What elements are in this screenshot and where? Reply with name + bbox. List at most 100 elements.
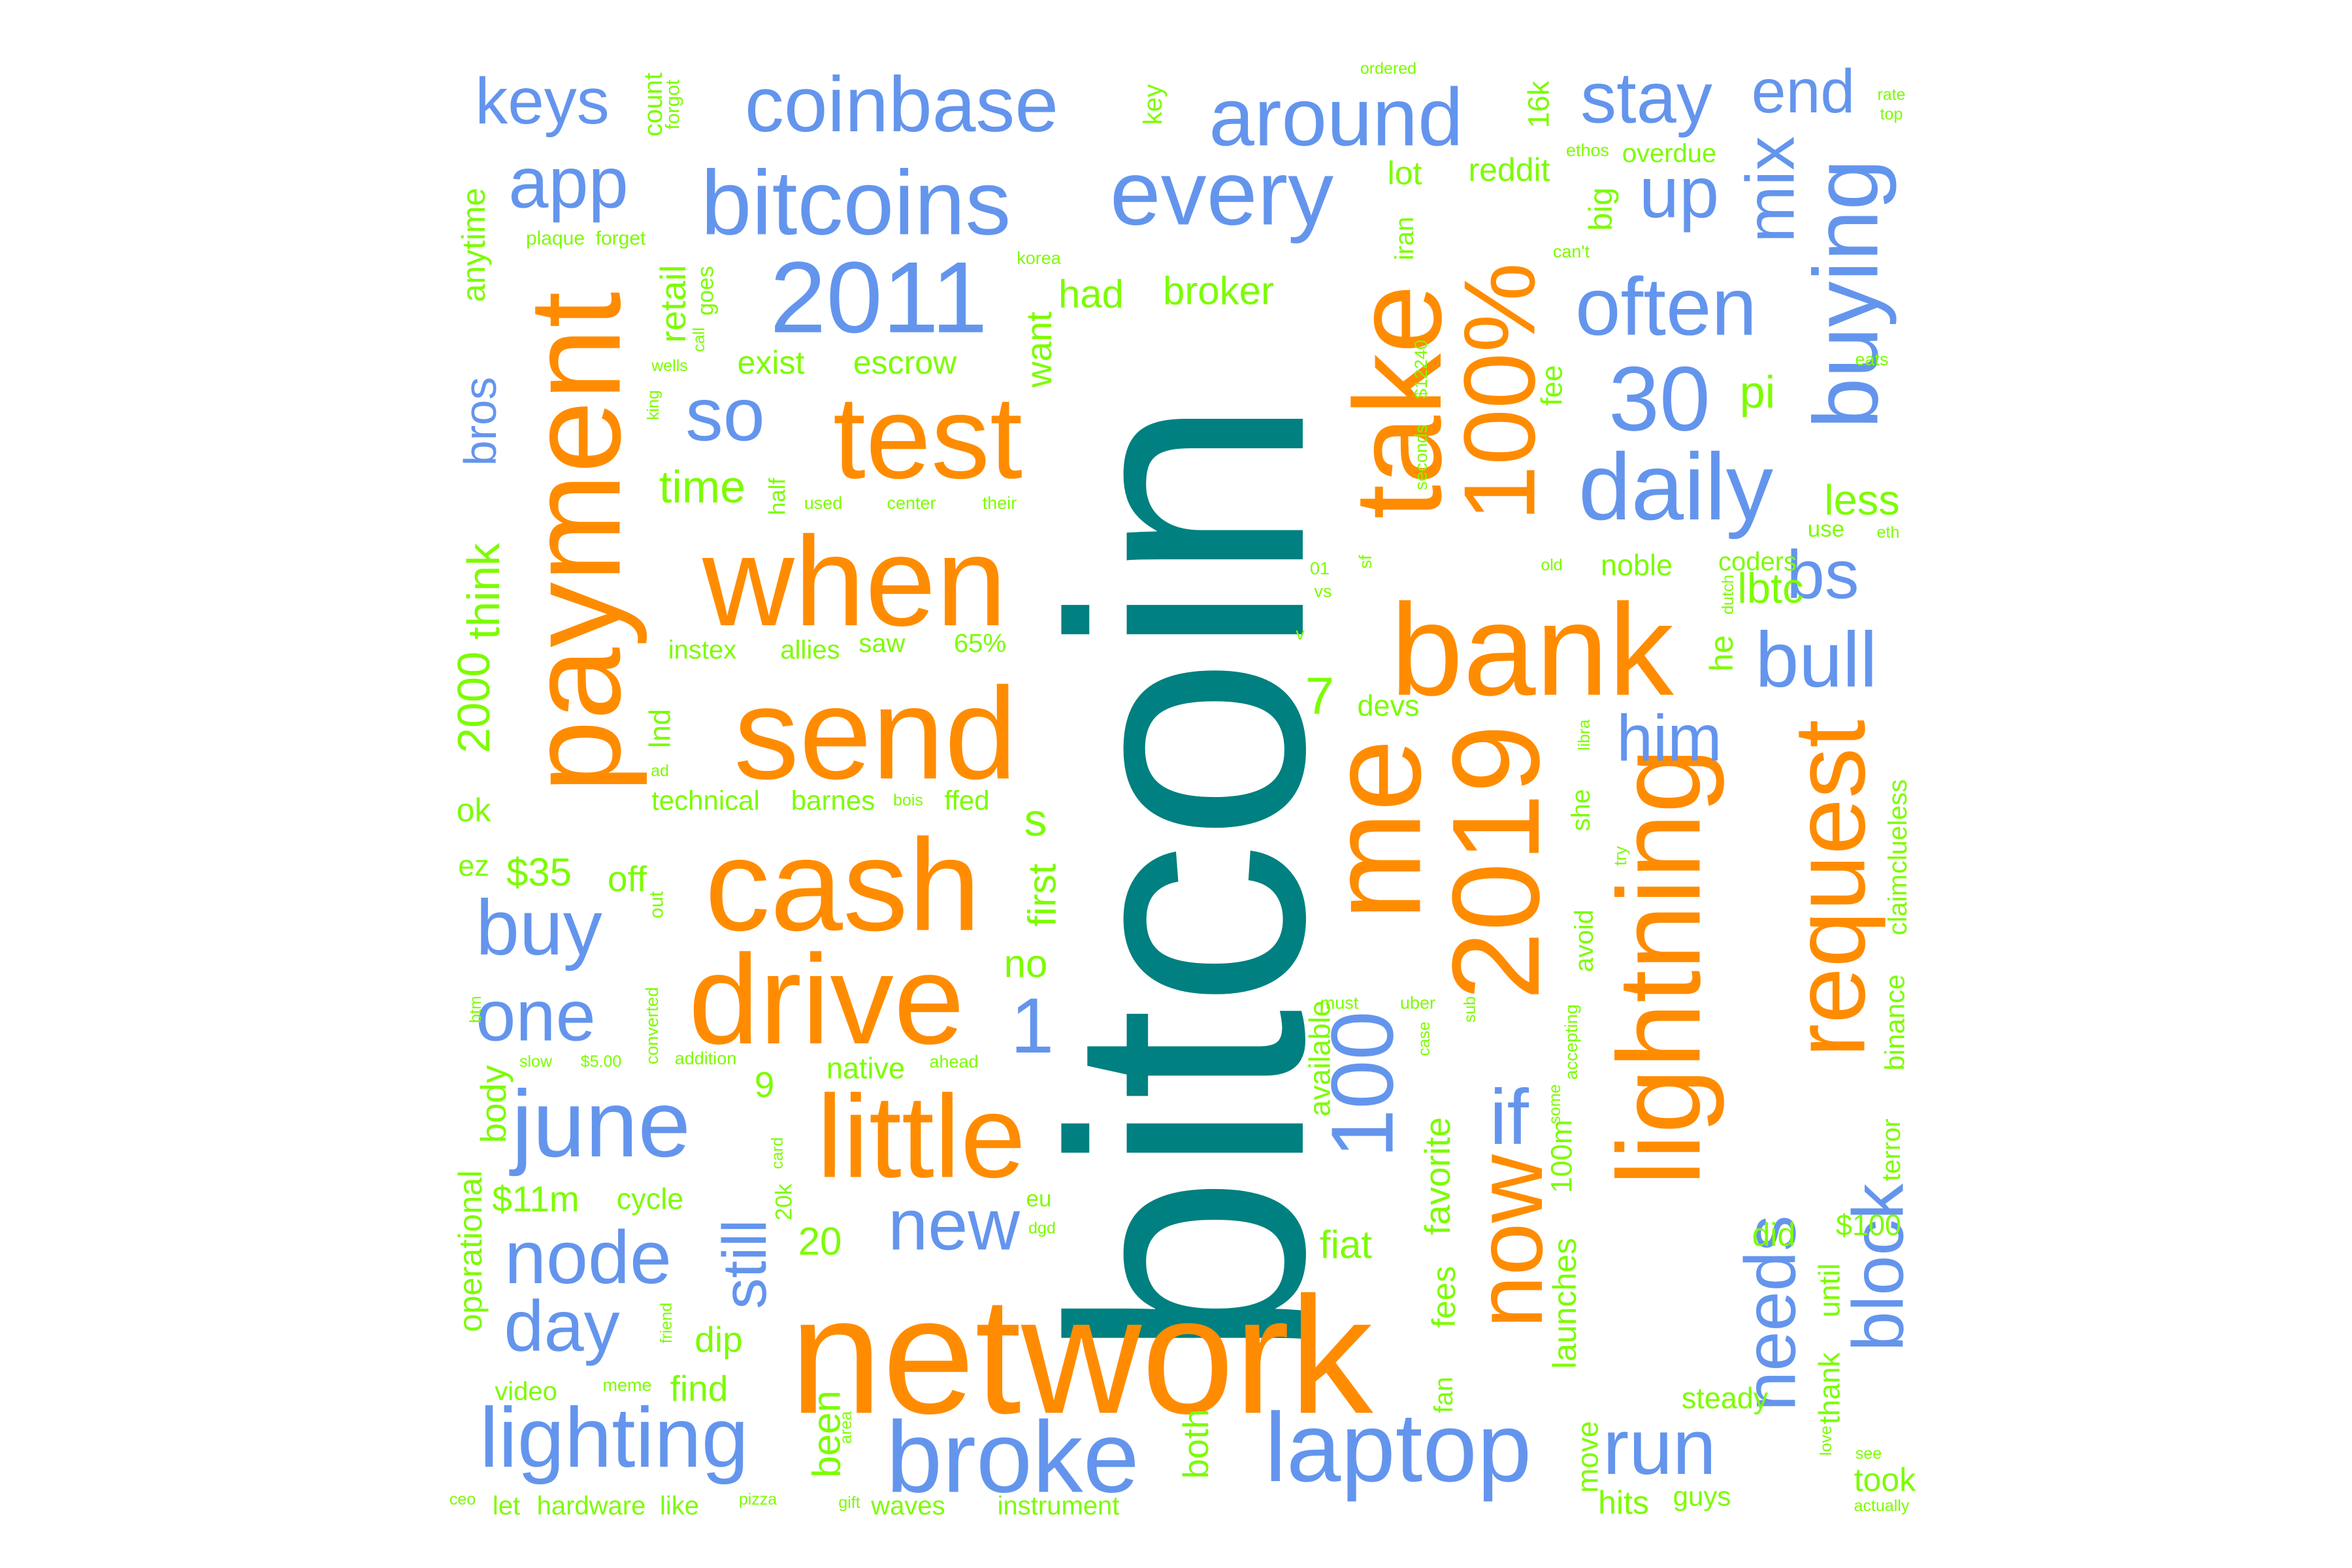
word-card: card xyxy=(768,1137,787,1169)
word-20k: 20k xyxy=(772,1183,797,1220)
word-still: still xyxy=(710,1219,779,1309)
word-converted: converted xyxy=(642,987,662,1065)
word-ahead: ahead xyxy=(929,1052,978,1071)
word-until: until xyxy=(1813,1264,1846,1318)
word-use: use xyxy=(1808,517,1844,542)
word-12240: $12240 xyxy=(1411,340,1431,399)
word-fiat: fiat xyxy=(1320,1223,1372,1267)
word-off: off xyxy=(608,858,647,899)
word-one: one xyxy=(476,976,596,1056)
word-forgot: forgot xyxy=(662,79,684,129)
word-old: old xyxy=(1541,556,1562,574)
word-some: some xyxy=(1546,1084,1564,1124)
word-up: up xyxy=(1639,153,1719,233)
word-june: june xyxy=(509,1071,691,1177)
word-less: less xyxy=(1824,476,1900,524)
word-ffed: ffed xyxy=(944,785,989,816)
word-hits: hits xyxy=(1598,1484,1649,1521)
word-terror: terror xyxy=(1877,1119,1906,1181)
word-eu: eu xyxy=(1026,1186,1052,1212)
word-used: used xyxy=(804,493,843,513)
word-uber: uber xyxy=(1400,993,1435,1013)
word-claim: claim xyxy=(1884,874,1912,935)
word-end: end xyxy=(1752,57,1855,126)
word-actually: actually xyxy=(1854,1497,1910,1515)
word-love: love xyxy=(1817,1426,1835,1456)
word-libra: libra xyxy=(1575,719,1593,750)
word-9: 9 xyxy=(755,1064,775,1105)
word-ethos: ethos xyxy=(1566,140,1609,160)
word-see: see xyxy=(1855,1445,1882,1463)
word-ok: ok xyxy=(457,792,492,828)
word-hardware: hardware xyxy=(537,1492,646,1520)
word-clueless: clueless xyxy=(1884,779,1912,874)
word-half: half xyxy=(765,478,791,515)
word-bank: bank xyxy=(1390,578,1674,723)
word-day: day xyxy=(504,1286,619,1367)
word-payment: payment xyxy=(502,291,648,792)
word-drive: drive xyxy=(689,928,965,1071)
word-exist: exist xyxy=(738,344,805,381)
word-like: like xyxy=(660,1492,699,1520)
word-try: try xyxy=(1610,846,1630,866)
word-fee: fee xyxy=(1535,365,1569,406)
word-dip: dip xyxy=(694,1319,742,1360)
word-plaque: plaque xyxy=(526,228,585,250)
word-launches: launches xyxy=(1546,1238,1583,1369)
word-s: s xyxy=(1024,794,1047,845)
word-often: often xyxy=(1575,262,1757,353)
word-native: native xyxy=(826,1052,905,1085)
word-11m: $11m xyxy=(492,1179,580,1219)
word-new: new xyxy=(888,1185,1020,1266)
word-king: king xyxy=(644,390,662,420)
word-friend: friend xyxy=(657,1303,676,1344)
word-operational: operational xyxy=(452,1170,489,1331)
word-ad: ad xyxy=(651,762,669,780)
word-eth: eth xyxy=(1877,523,1900,542)
word-30: 30 xyxy=(1609,348,1710,450)
word-ordered: ordered xyxy=(1360,59,1416,78)
word-technical: technical xyxy=(651,785,760,816)
word-needs: needs xyxy=(1731,1215,1811,1411)
word-broker: broker xyxy=(1163,269,1274,313)
word-2011: 2011 xyxy=(770,241,987,354)
word-35: $35 xyxy=(506,851,572,894)
word-their: their xyxy=(983,493,1017,513)
word-let: let xyxy=(493,1492,520,1520)
word-lightning: lightning xyxy=(1594,748,1725,1186)
word-saw: saw xyxy=(858,629,905,658)
word-dgd: dgd xyxy=(1028,1219,1056,1237)
word-first: first xyxy=(1021,863,1064,926)
word-lighting: lighting xyxy=(480,1390,749,1485)
word-cash: cash xyxy=(705,813,981,958)
word-ez: ez xyxy=(458,849,489,883)
word-steady: steady xyxy=(1682,1382,1769,1415)
word-now: now xyxy=(1456,1154,1562,1328)
word-slow: slow xyxy=(519,1053,553,1071)
word-instrument: instrument xyxy=(998,1492,1120,1520)
word-mix: mix xyxy=(1733,136,1809,242)
word-100: 100% xyxy=(1443,263,1556,521)
word-call: call xyxy=(690,327,708,352)
word-area: area xyxy=(837,1411,855,1444)
word-2000: 2000 xyxy=(448,651,499,753)
word-center: center xyxy=(887,493,936,513)
word-eats: eats xyxy=(1855,350,1888,369)
word-v: v xyxy=(1296,624,1305,644)
word-top: top xyxy=(1880,105,1903,123)
word-request: request xyxy=(1773,720,1886,1058)
word-seconds: seconds xyxy=(1411,425,1431,491)
word-lnd: lnd xyxy=(644,709,677,748)
word-instex: instex xyxy=(668,636,737,664)
word-take: take xyxy=(1329,284,1467,519)
word-fees: fees xyxy=(1426,1266,1462,1328)
word-think: think xyxy=(458,542,509,640)
word-took: took xyxy=(1854,1462,1917,1498)
word-bois: bois xyxy=(893,791,923,809)
word-body: body xyxy=(473,1065,514,1143)
word-bros: bros xyxy=(455,377,506,466)
word-me: me xyxy=(1303,739,1448,921)
word-guys: guys xyxy=(1673,1481,1731,1512)
word-01: 01 xyxy=(1310,559,1330,578)
word-waves: waves xyxy=(870,1492,945,1520)
